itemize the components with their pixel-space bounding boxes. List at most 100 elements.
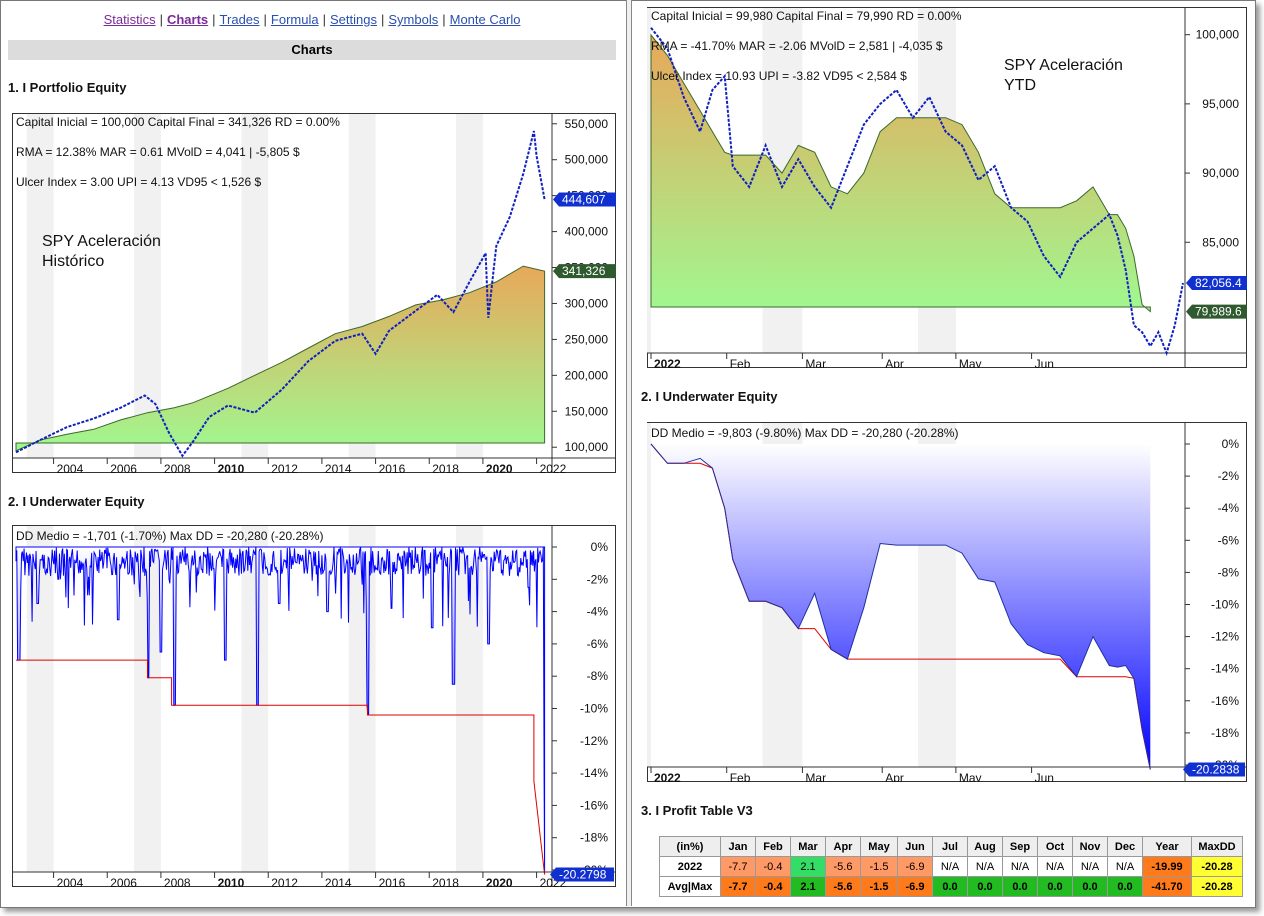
- stats-line: Capital Inicial = 100,000 Capital Final …: [16, 115, 340, 129]
- nav-separator: |: [442, 12, 446, 27]
- y-tick-label: -18%: [1211, 726, 1239, 740]
- nav-separator: |: [212, 12, 216, 27]
- chart-band: [241, 526, 269, 872]
- chart-band: [134, 114, 161, 458]
- nav-link-trades[interactable]: Trades: [219, 12, 260, 27]
- nav-link-formula[interactable]: Formula: [270, 12, 319, 27]
- nav-link-settings[interactable]: Settings: [330, 12, 377, 27]
- table-cell: -0.4: [755, 876, 791, 897]
- annotation-title: SPY Aceleración: [42, 233, 161, 250]
- column-header: Sep: [1002, 836, 1038, 857]
- table-cell: -7.7: [720, 876, 756, 897]
- nav-separator: |: [380, 12, 385, 27]
- table-cell: -41.70: [1142, 876, 1192, 897]
- table-cell: 0.0: [1107, 876, 1143, 897]
- table-cell: -7.7: [720, 856, 756, 877]
- table-cell: N/A: [1002, 856, 1038, 877]
- nav-link-monte-carlo[interactable]: Monte Carlo: [449, 12, 521, 27]
- x-tick-label: 2006: [110, 462, 137, 473]
- y-tick-label: 150,000: [565, 404, 609, 418]
- x-tick-label: 2022: [654, 357, 681, 368]
- stats-line: Ulcer Index = 10.93 UPI = -3.82 VD95 < 2…: [651, 69, 907, 83]
- drawdown-last-value: -20.2798: [559, 868, 607, 882]
- x-tick-label: 2022: [540, 876, 567, 887]
- y-tick-label: -14%: [1211, 662, 1239, 676]
- column-header: Jul: [932, 836, 968, 857]
- section-title-profit-table: 3. I Profit Table V3: [641, 803, 753, 818]
- x-tick-label: 2014: [325, 462, 352, 473]
- section-title-portfolio-equity: 1. I Portfolio Equity: [8, 80, 127, 95]
- y-tick-label: -10%: [1211, 598, 1239, 612]
- y-tick-label: 0%: [1222, 437, 1240, 451]
- chart-band: [647, 423, 651, 767]
- nav-link-symbols[interactable]: Symbols: [388, 12, 439, 27]
- x-tick-label: May: [959, 357, 982, 368]
- y-tick-label: 95,000: [1202, 97, 1239, 111]
- table-cell: N/A: [1107, 856, 1143, 877]
- equity-area: [650, 33, 1151, 313]
- chart-band: [647, 8, 651, 353]
- row-label: Avg|Max: [659, 876, 721, 897]
- y-tick-label: -12%: [580, 734, 608, 748]
- y-tick-label: 85,000: [1202, 235, 1239, 249]
- table-cell: -20.28: [1191, 856, 1243, 877]
- y-tick-label: -14%: [580, 766, 608, 780]
- x-tick-label: 2016: [379, 462, 406, 473]
- x-tick-label: Mar: [805, 357, 826, 368]
- x-tick-label: 2010: [218, 462, 245, 473]
- table-cell: -1.5: [860, 876, 898, 897]
- column-header: Dec: [1107, 836, 1143, 857]
- x-tick-label: 2016: [379, 876, 406, 887]
- table-cell: -0.4: [755, 856, 791, 877]
- drawdown-last-value: -20.2838: [1192, 762, 1240, 776]
- underwater-equity-chart-ytd: 0%-2%-4%-6%-8%-10%-12%-14%-16%-18%-20%20…: [647, 422, 1247, 782]
- portfolio-equity-chart-ytd: 85,000 90,000 95,000 100,000 2022 Feb Mar Apr Ma…: [647, 7, 1247, 368]
- table-cell: -6.9: [897, 876, 933, 897]
- row-label: 2022: [659, 856, 721, 877]
- benchmark-line: [15, 130, 546, 458]
- underwater-equity-chart-historic: 0%-2%-4%-6%-8%-10%-12%-14%-16%-18%-20%20…: [12, 525, 616, 887]
- column-header: May: [860, 836, 898, 857]
- x-tick-label: Jun: [1035, 771, 1054, 782]
- nav-separator: |: [159, 12, 163, 27]
- drawdown-line: [650, 443, 1151, 770]
- x-tick-label: 2010: [218, 876, 245, 887]
- drawdown-area: [15, 546, 546, 875]
- table-cell: 0.0: [1002, 876, 1038, 897]
- nav-link-charts[interactable]: Charts: [166, 12, 209, 27]
- nav-link-statistics[interactable]: Statistics: [103, 12, 156, 27]
- charts-header-bar: Charts: [8, 40, 616, 60]
- benchmark-last-value-bg: [1186, 276, 1247, 291]
- x-tick-label: 2008: [164, 462, 191, 473]
- table-cell: N/A: [932, 856, 968, 877]
- y-tick-label: 250,000: [565, 332, 609, 346]
- annotation-subtitle: Histórico: [42, 253, 104, 270]
- x-tick-label: 2012: [271, 876, 298, 887]
- column-header: Feb: [755, 836, 791, 857]
- section-title-underwater-left: 2. I Underwater Equity: [8, 494, 145, 509]
- column-header: Apr: [825, 836, 861, 857]
- y-tick-label: 90,000: [1202, 166, 1239, 180]
- y-tick-label: 100,000: [1196, 28, 1240, 42]
- stats-line: DD Medio = -9,803 (-9.80%) Max DD = -20,…: [651, 426, 958, 440]
- benchmark-last-value: 444,607: [562, 193, 606, 207]
- x-tick-label: 2004: [57, 462, 84, 473]
- y-tick-label: 200,000: [565, 368, 609, 382]
- y-tick-label: 400,000: [565, 225, 609, 239]
- column-header: MaxDD: [1191, 836, 1243, 857]
- benchmark-line: [650, 27, 1184, 357]
- x-tick-label: Feb: [730, 771, 751, 782]
- chart-band: [26, 526, 54, 872]
- table-cell: 0.0: [1037, 876, 1073, 897]
- annotation-subtitle: YTD: [1004, 77, 1036, 94]
- y-tick-label: -6%: [1218, 533, 1240, 547]
- nav-separator: |: [322, 12, 326, 27]
- table-cell: -5.6: [825, 876, 861, 897]
- portfolio-equity-chart: 100,000150,000200,000250,000300,000350,0…: [12, 113, 616, 473]
- column-header: Jun: [897, 836, 933, 857]
- y-tick-label: -18%: [580, 831, 608, 845]
- drawdown-last-value-bg: [1183, 762, 1245, 777]
- x-tick-label: 2008: [164, 876, 191, 887]
- table-cell: -5.6: [825, 856, 861, 877]
- stats-line: RMA = 12.38% MAR = 0.61 MVolD = 4,041 | …: [16, 145, 300, 159]
